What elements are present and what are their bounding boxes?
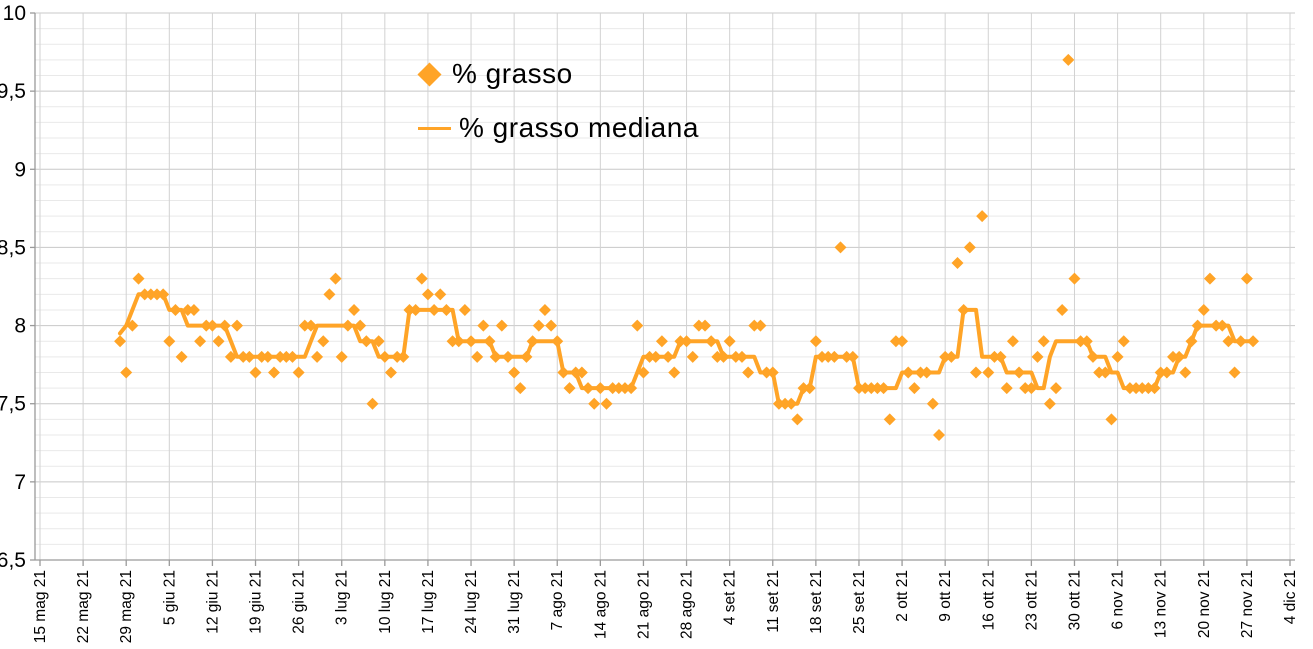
- svg-text:11 set 21: 11 set 21: [765, 570, 782, 633]
- svg-text:30 ott 21: 30 ott 21: [1066, 570, 1083, 630]
- svg-text:16 ott 21: 16 ott 21: [980, 570, 997, 630]
- svg-text:22 mag 21: 22 mag 21: [75, 570, 92, 643]
- svg-text:19 giu 21: 19 giu 21: [248, 570, 265, 634]
- diamond-marker-icon: [417, 61, 442, 87]
- svg-text:8,5: 8,5: [0, 236, 26, 259]
- svg-text:9: 9: [14, 158, 26, 181]
- svg-text:3 lug 21: 3 lug 21: [334, 570, 351, 625]
- svg-text:31 lug 21: 31 lug 21: [506, 570, 523, 634]
- svg-text:6 nov 21: 6 nov 21: [1110, 570, 1127, 629]
- legend-item-mediana[interactable]: % grasso mediana: [418, 109, 699, 147]
- svg-text:4 dic 21: 4 dic 21: [1282, 570, 1299, 624]
- svg-text:12 giu 21: 12 giu 21: [204, 570, 221, 634]
- svg-text:7,5: 7,5: [0, 393, 26, 416]
- svg-text:13 nov 21: 13 nov 21: [1153, 570, 1170, 638]
- svg-text:7: 7: [14, 471, 26, 494]
- legend-item-grasso[interactable]: % grasso: [417, 55, 699, 93]
- svg-text:10 lug 21: 10 lug 21: [377, 570, 394, 634]
- chart-legend: % grasso % grasso mediana: [417, 55, 699, 163]
- svg-text:24 lug 21: 24 lug 21: [463, 570, 480, 634]
- svg-text:2 ott 21: 2 ott 21: [894, 570, 911, 622]
- legend-label-grasso: % grasso: [452, 58, 573, 89]
- legend-label-mediana: % grasso mediana: [459, 112, 699, 143]
- svg-text:4 set 21: 4 set 21: [722, 570, 739, 625]
- svg-text:9,5: 9,5: [0, 80, 26, 103]
- svg-text:15 mag 21: 15 mag 21: [32, 570, 49, 643]
- svg-text:21 ago 21: 21 ago 21: [635, 570, 652, 639]
- svg-text:17 lug 21: 17 lug 21: [420, 570, 437, 634]
- svg-text:23 ott 21: 23 ott 21: [1023, 570, 1040, 630]
- svg-text:29 mag 21: 29 mag 21: [118, 570, 135, 643]
- svg-text:20 nov 21: 20 nov 21: [1196, 570, 1213, 638]
- svg-text:5 giu 21: 5 giu 21: [161, 570, 178, 625]
- svg-text:8: 8: [14, 315, 26, 338]
- svg-text:10: 10: [3, 2, 26, 25]
- svg-text:18 set 21: 18 set 21: [808, 570, 825, 634]
- svg-text:14 ago 21: 14 ago 21: [592, 570, 609, 639]
- svg-text:9 ott 21: 9 ott 21: [937, 570, 954, 622]
- line-marker-icon: [418, 126, 451, 130]
- svg-text:27 nov 21: 27 nov 21: [1239, 570, 1256, 638]
- svg-text:28 ago 21: 28 ago 21: [679, 570, 696, 639]
- svg-text:26 giu 21: 26 giu 21: [291, 570, 308, 634]
- svg-text:6,5: 6,5: [0, 549, 26, 572]
- svg-text:7 ago 21: 7 ago 21: [549, 570, 566, 630]
- svg-text:25 set 21: 25 set 21: [851, 570, 868, 634]
